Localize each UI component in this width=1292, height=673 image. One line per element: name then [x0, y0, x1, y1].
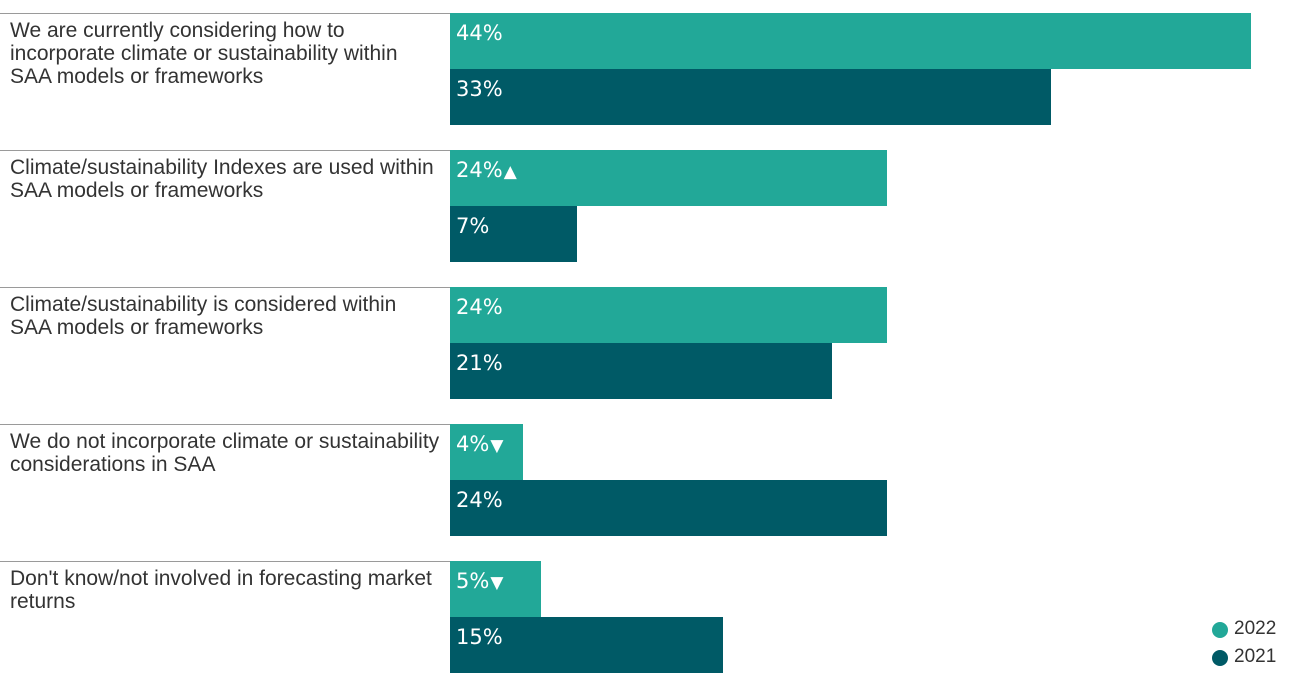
category-separator: [0, 561, 450, 562]
category-label: We do not incorporate climate or sustain…: [10, 430, 440, 476]
bar-value-label: 5%: [456, 569, 490, 593]
bar-2021-2: 7%: [450, 206, 578, 262]
bar-value-label: 44%: [456, 21, 503, 45]
legend-swatch-2022: [1212, 622, 1228, 638]
bar-value-label: 24%: [456, 488, 503, 512]
bar-value-label: 21%: [456, 351, 503, 375]
bar-2021-3: 21%: [450, 343, 833, 399]
legend-label-2021: 2021: [1234, 646, 1277, 667]
legend-label-2022: 2022: [1234, 618, 1277, 639]
bar-2021-5: 15%: [450, 617, 724, 673]
bar-2022-2: 24%▲: [450, 150, 887, 206]
category-label: We are currently considering how to inco…: [10, 19, 398, 88]
change-down-icon: ▼: [490, 573, 504, 593]
change-down-icon: ▼: [490, 436, 504, 456]
bar-value-label: 24%: [456, 295, 503, 319]
bar-2022-5: 5%▼: [450, 561, 542, 617]
category-separator: [0, 150, 450, 151]
bar-2021-4: 24%: [450, 480, 887, 536]
legend: 2022 2021: [1202, 616, 1292, 672]
category-separator: [0, 424, 450, 425]
legend-item-2021: 2021: [1202, 644, 1292, 672]
category-separator: [0, 287, 450, 288]
legend-swatch-2021: [1212, 650, 1228, 666]
change-up-icon: ▲: [503, 162, 517, 182]
legend-item-2022: 2022: [1202, 616, 1292, 644]
category-label: Climate/sustainability Indexes are used …: [10, 156, 434, 202]
category-separator: [0, 13, 450, 14]
bar-2022-1: 44%: [450, 13, 1251, 69]
category-label: Climate/sustainability is considered wit…: [10, 293, 397, 339]
category-label: Don't know/not involved in forecasting m…: [10, 567, 432, 613]
bar-value-label: 4%: [456, 432, 490, 456]
bar-value-label: 7%: [456, 214, 490, 238]
bar-value-label: 33%: [456, 77, 503, 101]
bar-2022-4: 4%▼: [450, 424, 523, 480]
bar-value-label: 24%: [456, 158, 503, 182]
bar-value-label: 15%: [456, 625, 503, 649]
bar-2022-3: 24%: [450, 287, 887, 343]
bar-2021-1: 33%: [450, 69, 1051, 125]
